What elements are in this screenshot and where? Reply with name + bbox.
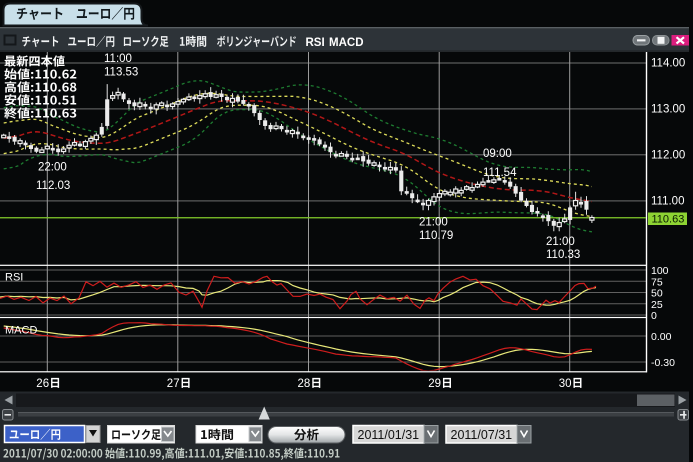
svg-text:75: 75 <box>651 276 663 288</box>
svg-text:21:00: 21:00 <box>419 217 448 229</box>
svg-text:22:00: 22:00 <box>38 162 67 174</box>
svg-text:25: 25 <box>651 299 663 311</box>
svg-text:RSI: RSI <box>306 37 325 49</box>
svg-text:-0.30: -0.30 <box>651 357 675 369</box>
svg-text:MACD: MACD <box>329 37 364 49</box>
svg-text:MACD: MACD <box>5 325 37 337</box>
svg-text:110.79: 110.79 <box>419 230 453 242</box>
svg-text:26: 26 <box>36 378 49 390</box>
svg-text:114.00: 114.00 <box>651 58 685 70</box>
svg-text:27: 27 <box>167 378 180 390</box>
svg-text:2011/07/31: 2011/07/31 <box>451 428 513 442</box>
svg-text:0: 0 <box>651 310 657 322</box>
svg-text:112.03: 112.03 <box>36 180 70 192</box>
svg-text:111.54: 111.54 <box>483 167 517 179</box>
svg-text:28: 28 <box>298 378 311 390</box>
svg-text:0.00: 0.00 <box>651 331 672 343</box>
svg-text:RSI: RSI <box>5 272 23 284</box>
svg-text:21:00: 21:00 <box>546 236 575 248</box>
svg-text:112.00: 112.00 <box>651 149 685 161</box>
svg-text:11:00: 11:00 <box>104 53 132 65</box>
svg-text:110.33: 110.33 <box>546 249 580 261</box>
svg-text:110.63: 110.63 <box>652 214 685 226</box>
svg-text:113.53: 113.53 <box>104 67 138 79</box>
svg-text:113.00: 113.00 <box>651 103 685 115</box>
svg-text:2011/01/31: 2011/01/31 <box>358 428 420 442</box>
svg-text:09:00: 09:00 <box>483 148 512 160</box>
svg-text:29: 29 <box>428 378 441 390</box>
svg-text:30: 30 <box>559 378 572 390</box>
svg-text:111.00: 111.00 <box>651 195 684 207</box>
svg-text:100: 100 <box>651 265 669 277</box>
svg-text:50: 50 <box>651 288 663 300</box>
